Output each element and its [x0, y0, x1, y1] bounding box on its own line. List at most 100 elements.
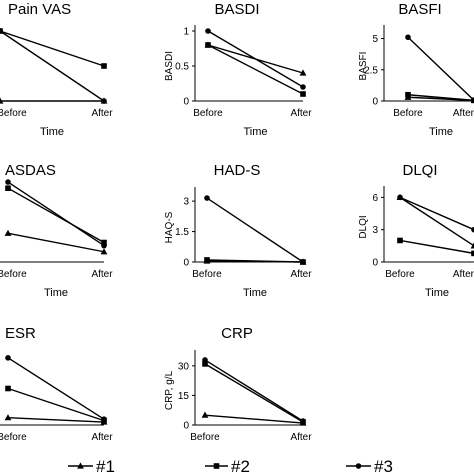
series-2 — [5, 185, 107, 246]
panel-title: BASFI — [398, 1, 441, 18]
series-2 — [0, 28, 107, 69]
x-tick-label: Before — [385, 269, 415, 280]
x-axis-label: Time — [425, 287, 449, 299]
series-1 — [4, 414, 108, 425]
panel-title: ASDAS — [5, 162, 56, 179]
data-point — [101, 416, 107, 422]
y-tick-label: 1.5 — [175, 227, 189, 238]
series-3 — [0, 28, 107, 104]
legend-label: #3 — [374, 457, 393, 474]
y-axis-label: BASFI — [358, 52, 369, 81]
legend-item-3 — [346, 463, 371, 469]
panel-title: CRP — [221, 325, 253, 342]
series-line — [0, 30, 105, 102]
series-line — [206, 197, 304, 263]
x-tick-label: Before — [0, 432, 27, 443]
series-2 — [397, 237, 474, 257]
series-line — [204, 363, 304, 423]
x-tick-label: Before — [193, 108, 223, 119]
y-axis-label: HAQ-S — [164, 211, 175, 243]
x-tick-label: Before — [190, 432, 220, 443]
y-tick-label: 2.5 — [364, 65, 378, 76]
y-axis-label: CRP, g/L — [164, 370, 175, 410]
data-point — [202, 357, 208, 363]
y-axis-label: BASDI — [164, 51, 175, 81]
series-line — [207, 44, 304, 95]
series-3 — [5, 179, 107, 249]
series-3 — [204, 195, 306, 265]
y-tick-label: 0 — [183, 97, 189, 108]
data-point — [205, 28, 211, 34]
data-point — [300, 418, 306, 424]
y-axis-label: DLQI — [358, 215, 369, 238]
series-line — [206, 259, 304, 263]
data-point — [405, 91, 411, 98]
x-tick-label: After — [290, 269, 312, 280]
x-tick-label: After — [91, 432, 113, 443]
series-3 — [5, 355, 107, 422]
panel-title: ESR — [5, 325, 36, 342]
series-line — [207, 30, 304, 88]
legend-label: #1 — [96, 457, 115, 474]
x-axis-label: Time — [44, 287, 68, 299]
data-point — [204, 195, 210, 201]
series-line — [7, 187, 105, 244]
legend-marker — [77, 462, 84, 469]
data-point — [471, 250, 474, 257]
series-2 — [202, 361, 306, 425]
data-point — [299, 69, 307, 76]
series-line — [399, 239, 474, 255]
x-tick-label: After — [453, 269, 474, 280]
series-3 — [397, 194, 474, 233]
series-line — [204, 414, 304, 424]
data-point — [405, 34, 411, 41]
series-1 — [4, 229, 108, 255]
data-point — [5, 185, 11, 191]
series-line — [7, 232, 105, 253]
series-line — [7, 387, 105, 422]
y-tick-label: 5 — [372, 34, 378, 45]
data-point — [5, 355, 11, 361]
data-point — [101, 242, 107, 249]
data-point — [5, 179, 11, 185]
data-point — [205, 42, 211, 48]
series-line — [407, 36, 474, 101]
data-point — [0, 97, 4, 104]
y-tick-label: 3 — [183, 197, 189, 208]
y-tick-label: 15 — [178, 391, 190, 402]
legend-marker — [355, 463, 362, 469]
data-point — [101, 239, 107, 246]
data-point — [397, 237, 403, 244]
y-tick-label: 0 — [183, 258, 189, 269]
x-axis-label: Time — [243, 287, 267, 299]
data-point — [471, 97, 474, 104]
y-tick-label: 0 — [372, 97, 378, 108]
data-point — [471, 226, 474, 233]
x-axis-label: Time — [40, 126, 64, 138]
x-tick-label: After — [290, 432, 312, 443]
data-point — [4, 414, 12, 421]
data-point — [0, 28, 3, 34]
series-line — [407, 94, 474, 102]
y-tick-label: 0 — [183, 421, 189, 432]
series-line — [399, 196, 474, 231]
legend-item-2 — [205, 463, 228, 469]
data-point — [300, 84, 306, 90]
y-tick-label: 1 — [183, 27, 189, 38]
legend-item-1 — [68, 462, 93, 469]
data-point — [202, 361, 208, 367]
series-3 — [202, 357, 306, 424]
x-tick-label: After — [453, 108, 474, 119]
y-tick-label: 30 — [178, 361, 190, 372]
x-axis-label: Time — [243, 126, 267, 138]
series-line — [7, 417, 105, 423]
data-point — [4, 229, 12, 236]
data-point — [101, 63, 107, 69]
y-tick-label: 0 — [372, 258, 378, 269]
series-line — [7, 357, 105, 420]
y-tick-label: 0.5 — [175, 62, 189, 73]
data-point — [470, 242, 474, 249]
series-line — [0, 30, 105, 67]
data-point — [201, 411, 209, 418]
